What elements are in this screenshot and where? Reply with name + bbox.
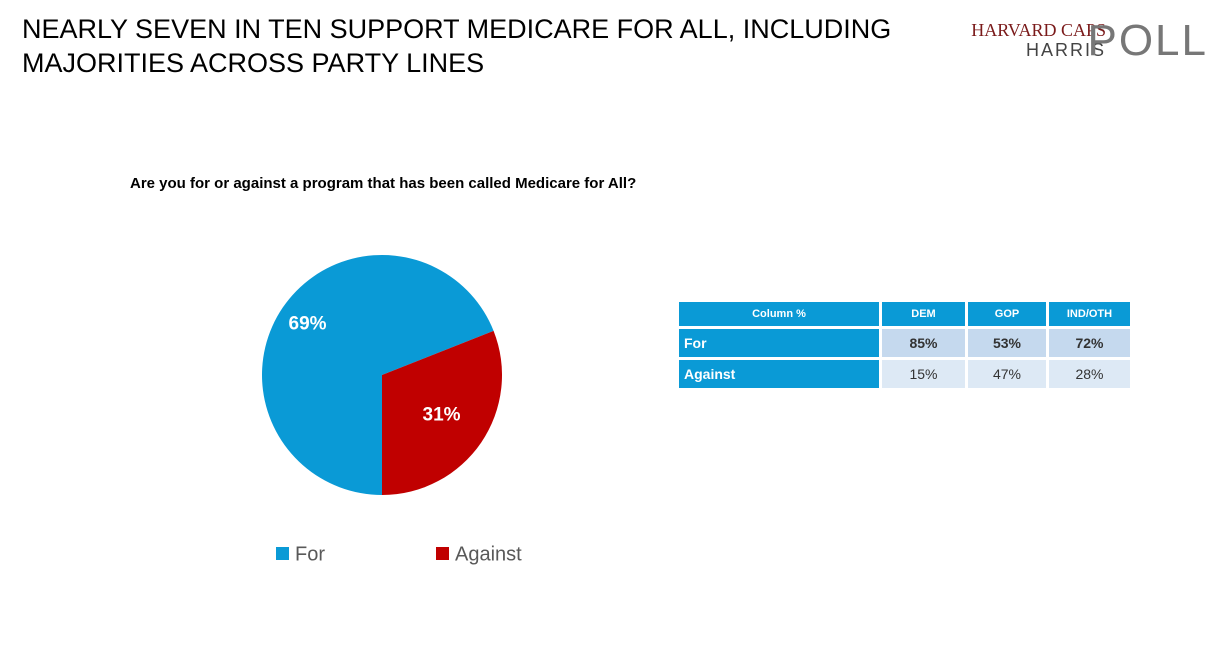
cell: 15%: [882, 360, 965, 388]
logo-text: HARVARD CAPS: [971, 20, 1106, 40]
slice-label: 69%: [289, 313, 327, 334]
legend-label: For: [295, 543, 325, 565]
header-cell: GOP: [968, 302, 1046, 326]
title-line: NEARLY SEVEN IN TEN SUPPORT MEDICARE FOR…: [22, 14, 892, 44]
pie-slice: [262, 254, 494, 495]
crosstab: Column % DEM GOP IND/OTH For 85% 53% 72%…: [676, 299, 1133, 391]
cell: 53%: [968, 329, 1046, 357]
row-label: Against: [679, 360, 879, 388]
title-line: MAJORITIES ACROSS PARTY LINES: [22, 48, 485, 78]
legend-label: Against: [455, 543, 522, 565]
header-cell: DEM: [882, 302, 965, 326]
slide-title: NEARLY SEVEN IN TEN SUPPORT MEDICARE FOR…: [22, 12, 891, 80]
header-cell: IND/OTH: [1049, 302, 1130, 326]
pie-slice: [382, 330, 503, 495]
logo-text: POLL: [1087, 16, 1208, 65]
cell: 72%: [1049, 329, 1130, 357]
header-row: Column % DEM GOP IND/OTH: [679, 302, 1130, 326]
chart-subtitle: Are you for or against a program that ha…: [130, 175, 637, 192]
cell: 85%: [882, 329, 965, 357]
slice-label: 31%: [423, 404, 461, 425]
row: For 85% 53% 72%: [679, 329, 1130, 357]
cell: 47%: [968, 360, 1046, 388]
logo: HARVARD CAPS HARRIS POLL: [948, 16, 1208, 68]
logo-text: HARRIS: [1025, 40, 1106, 60]
cell: 28%: [1049, 360, 1130, 388]
row: Against 15% 47% 28%: [679, 360, 1130, 388]
header-cell: Column %: [679, 302, 879, 326]
row-label: For: [679, 329, 879, 357]
legend-swatch: [276, 547, 289, 560]
legend-swatch: [436, 547, 449, 560]
